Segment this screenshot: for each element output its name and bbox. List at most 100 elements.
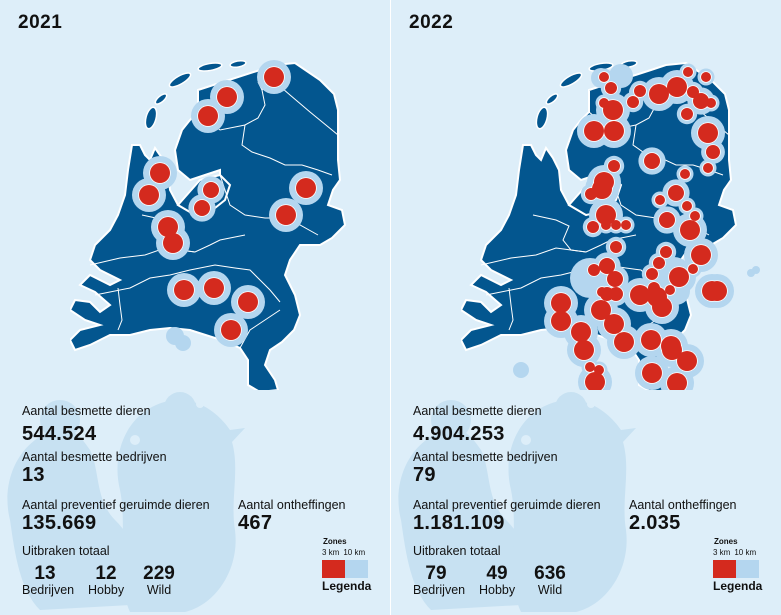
zone-3km-marker (574, 340, 594, 360)
zone-3km-marker (607, 271, 623, 287)
preventive-culled-value: 1.181.109 (413, 512, 505, 534)
zone-3km-marker (706, 145, 720, 159)
zone-3km-marker (604, 314, 624, 334)
zone-3km-marker (682, 201, 692, 211)
zone-3km-marker (599, 258, 615, 274)
zone-3km-marker (691, 245, 711, 265)
outbreaks-farms-value: 79 (425, 563, 447, 584)
outbreaks-wild-label: Wild (146, 583, 172, 597)
zone-3km-marker (681, 108, 693, 120)
zone-3km-marker (276, 205, 296, 225)
year-title: 2022 (409, 12, 454, 33)
zone-3km-marker (587, 221, 599, 233)
outbreaks-hobby-value: 49 (486, 563, 508, 584)
outbreaks-hobby: 49 Hobby (479, 563, 515, 597)
wild-zone-marker (513, 362, 529, 378)
zone-3km-marker (601, 220, 611, 230)
chicken-silhouette-icon (7, 392, 245, 612)
legend-swatches (322, 560, 368, 578)
zone-3km-marker (610, 241, 622, 253)
legend: Zones 3 km 10 km Legenda (713, 537, 762, 593)
panel-2022: 2022 Aantal besmette dieren 4.904.253 Aa… (391, 0, 781, 615)
preventive-culled-value: 135.669 (22, 512, 97, 534)
zone-3km-marker (614, 332, 634, 352)
zone-3km-marker (634, 85, 646, 97)
zone-3km-marker (667, 373, 687, 390)
zone-3km-marker (627, 96, 639, 108)
zone-3km-marker (594, 172, 614, 192)
wild-zone-marker (752, 266, 760, 274)
zone-3km-marker (646, 268, 658, 280)
zone-3km-marker (174, 280, 194, 300)
zone-3km-marker (603, 100, 623, 120)
infected-animals-label: Aantal besmette dieren (22, 404, 151, 418)
zone-3km-marker (551, 293, 571, 313)
zone-3km-marker (596, 205, 616, 225)
zone-3km-marker (665, 285, 675, 295)
outbreaks-farms: 79 Bedrijven (413, 563, 465, 597)
zone-3km-marker (609, 287, 623, 301)
infected-animals-value: 544.524 (22, 423, 97, 445)
legend-10km-label: 10 km (734, 548, 757, 557)
zone-3km-marker (649, 84, 669, 104)
infected-farms: Aantal besmette bedrijven 79 (413, 450, 558, 487)
year-title: 2021 (18, 12, 63, 33)
infected-farms-label: Aantal besmette bedrijven (413, 450, 558, 464)
zone-3km-marker (204, 278, 224, 298)
zone-3km-marker (198, 106, 218, 126)
netherlands-map-2022 (461, 59, 760, 390)
zone-3km-marker (296, 178, 316, 198)
legend-distances: 3 km 10 km (322, 548, 368, 557)
zone-3km-marker (680, 220, 700, 240)
zone-3km-marker (604, 121, 624, 141)
zone-3km-marker (667, 77, 687, 97)
legend-zones-label: Zones (714, 537, 738, 546)
zone-3km-marker (591, 300, 611, 320)
outbreak-markers (544, 63, 734, 390)
infected-farms-value: 79 (413, 464, 436, 486)
legend-swatches (713, 560, 759, 578)
zone-3km-marker (662, 340, 682, 360)
outbreaks-farms-label: Bedrijven (22, 583, 75, 597)
outbreaks-wild: 636 Wild (533, 563, 567, 597)
zone-3km-marker (221, 320, 241, 340)
zone-3km-marker (585, 372, 605, 390)
legend-distances: 3 km 10 km (713, 548, 759, 557)
zone-3km-marker (688, 264, 698, 274)
zone-3km-marker (608, 160, 620, 172)
legend-title: Legenda (322, 579, 372, 593)
zone-3km-marker (599, 72, 609, 82)
zone-3km-marker (647, 287, 667, 307)
zone-3km-marker (621, 220, 631, 230)
exemptions-label: Aantal ontheffingen (238, 498, 346, 512)
legend-10km-label: 10 km (343, 548, 366, 557)
zone-3km-marker (677, 351, 697, 371)
infected-farms-label: Aantal besmette bedrijven (22, 450, 167, 464)
zone-3km-marker (668, 185, 684, 201)
zone-3km-marker (551, 311, 571, 331)
zone-3km-marker (644, 153, 660, 169)
outbreaks-hobby-label: Hobby (88, 583, 125, 597)
outbreaks-hobby-value: 12 (95, 563, 117, 584)
preventive-culled-label: Aantal preventief geruimde dieren (22, 498, 210, 512)
zone-3km-marker (698, 123, 718, 143)
zone-3km-marker (605, 82, 617, 94)
zone-3km-marker (693, 93, 709, 109)
wild-zone-marker (175, 335, 191, 351)
zone-3km-marker (163, 233, 183, 253)
islands (144, 59, 247, 130)
panel-2021: 2021 Aantal besmette dieren 544.524 Aant… (0, 0, 390, 615)
zone-3km-marker (630, 285, 650, 305)
outbreaks-total-label: Uitbraken totaal (22, 544, 110, 558)
zone-3km-marker (683, 67, 693, 77)
exemptions: Aantal ontheffingen 467 (238, 498, 346, 535)
zone-3km-marker (139, 185, 159, 205)
exemptions-value: 467 (238, 512, 273, 534)
preventive-culled-label: Aantal preventief geruimde dieren (413, 498, 601, 512)
exemptions-label: Aantal ontheffingen (629, 498, 737, 512)
outbreaks-wild-value: 636 (534, 563, 566, 584)
zone-3km-marker (701, 72, 711, 82)
zone-3km-marker (641, 330, 661, 350)
zone-3km-marker (597, 287, 607, 297)
zone-3km-marker (571, 322, 591, 342)
